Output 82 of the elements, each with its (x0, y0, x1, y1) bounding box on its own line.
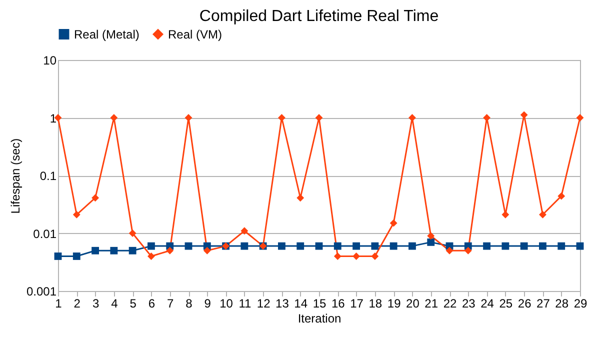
point (408, 114, 416, 122)
x-tick-label: 12 (256, 296, 271, 310)
x-tick-label: 17 (350, 296, 364, 310)
chart-title: Compiled Dart Lifetime Real Time (199, 8, 439, 25)
point (390, 219, 398, 227)
point (502, 242, 510, 250)
x-tick-label: 25 (499, 296, 513, 310)
point (315, 242, 323, 250)
y-tick-label: 1 (50, 111, 57, 126)
legend-label: Real (VM) (168, 27, 222, 42)
x-tick-label: 21 (424, 296, 438, 310)
point (558, 242, 566, 250)
point (296, 242, 304, 250)
legend-label: Real (Metal) (74, 27, 140, 42)
point (278, 114, 286, 122)
point (446, 246, 454, 254)
x-tick-label: 11 (238, 296, 252, 310)
point (483, 114, 490, 122)
x-tick-label: 23 (462, 296, 476, 310)
y-axis-title: Lifespan (sec) (8, 138, 22, 214)
x-tick-label: 28 (555, 296, 569, 310)
x-tick-label: 5 (130, 296, 137, 310)
x-tick-label: 29 (574, 296, 588, 310)
point (148, 252, 155, 260)
point (483, 242, 490, 250)
point (390, 242, 398, 250)
x-tick-label: 15 (312, 296, 326, 310)
x-tick-label: 26 (518, 296, 532, 310)
x-tick-label: 27 (536, 296, 550, 310)
x-tick-label: 18 (368, 296, 382, 310)
point (408, 242, 416, 250)
point (203, 246, 211, 254)
x-tick-label: 22 (443, 296, 457, 310)
point (427, 238, 435, 246)
point (148, 242, 155, 250)
point (72, 252, 80, 260)
x-tick-label: 2 (74, 296, 81, 310)
point (128, 230, 136, 237)
point (520, 242, 528, 250)
point (240, 242, 248, 250)
x-tick-label: 7 (167, 296, 174, 310)
y-tick-label: 0.01 (33, 226, 57, 241)
point (54, 252, 62, 260)
point (166, 246, 174, 254)
x-tick-label: 3 (92, 296, 100, 310)
point (352, 242, 360, 250)
point (352, 252, 360, 260)
point (72, 210, 80, 218)
point (92, 194, 99, 202)
point (427, 232, 435, 240)
y-tick-label: 0.1 (40, 169, 57, 183)
x-tick-label: 9 (204, 296, 212, 310)
point (539, 210, 546, 218)
x-tick-label: 14 (294, 296, 308, 310)
point (371, 242, 379, 250)
x-tick-label: 8 (186, 296, 193, 310)
point (539, 242, 546, 250)
x-tick-label: 20 (406, 296, 420, 310)
y-tick-label: 10 (43, 54, 57, 68)
point (110, 246, 118, 254)
point (296, 194, 304, 202)
point (334, 242, 342, 250)
y-tick-label: 0.001 (26, 284, 57, 298)
point (278, 242, 286, 250)
point (464, 246, 472, 254)
point (334, 252, 342, 260)
point (240, 227, 248, 235)
x-tick-label: 10 (220, 296, 234, 310)
point (110, 114, 118, 122)
point (371, 252, 379, 260)
x-tick-label: 6 (148, 296, 156, 310)
point (128, 246, 136, 254)
point (576, 242, 584, 250)
point (92, 246, 99, 254)
point (558, 192, 566, 200)
x-tick-label: 13 (276, 296, 290, 310)
x-tick-label: 16 (331, 296, 346, 310)
x-tick-label: 4 (111, 296, 118, 310)
x-tick-label: 24 (480, 296, 494, 310)
point (184, 242, 192, 250)
x-axis-title: Iteration (298, 312, 342, 326)
x-tick-label: 19 (387, 296, 402, 310)
